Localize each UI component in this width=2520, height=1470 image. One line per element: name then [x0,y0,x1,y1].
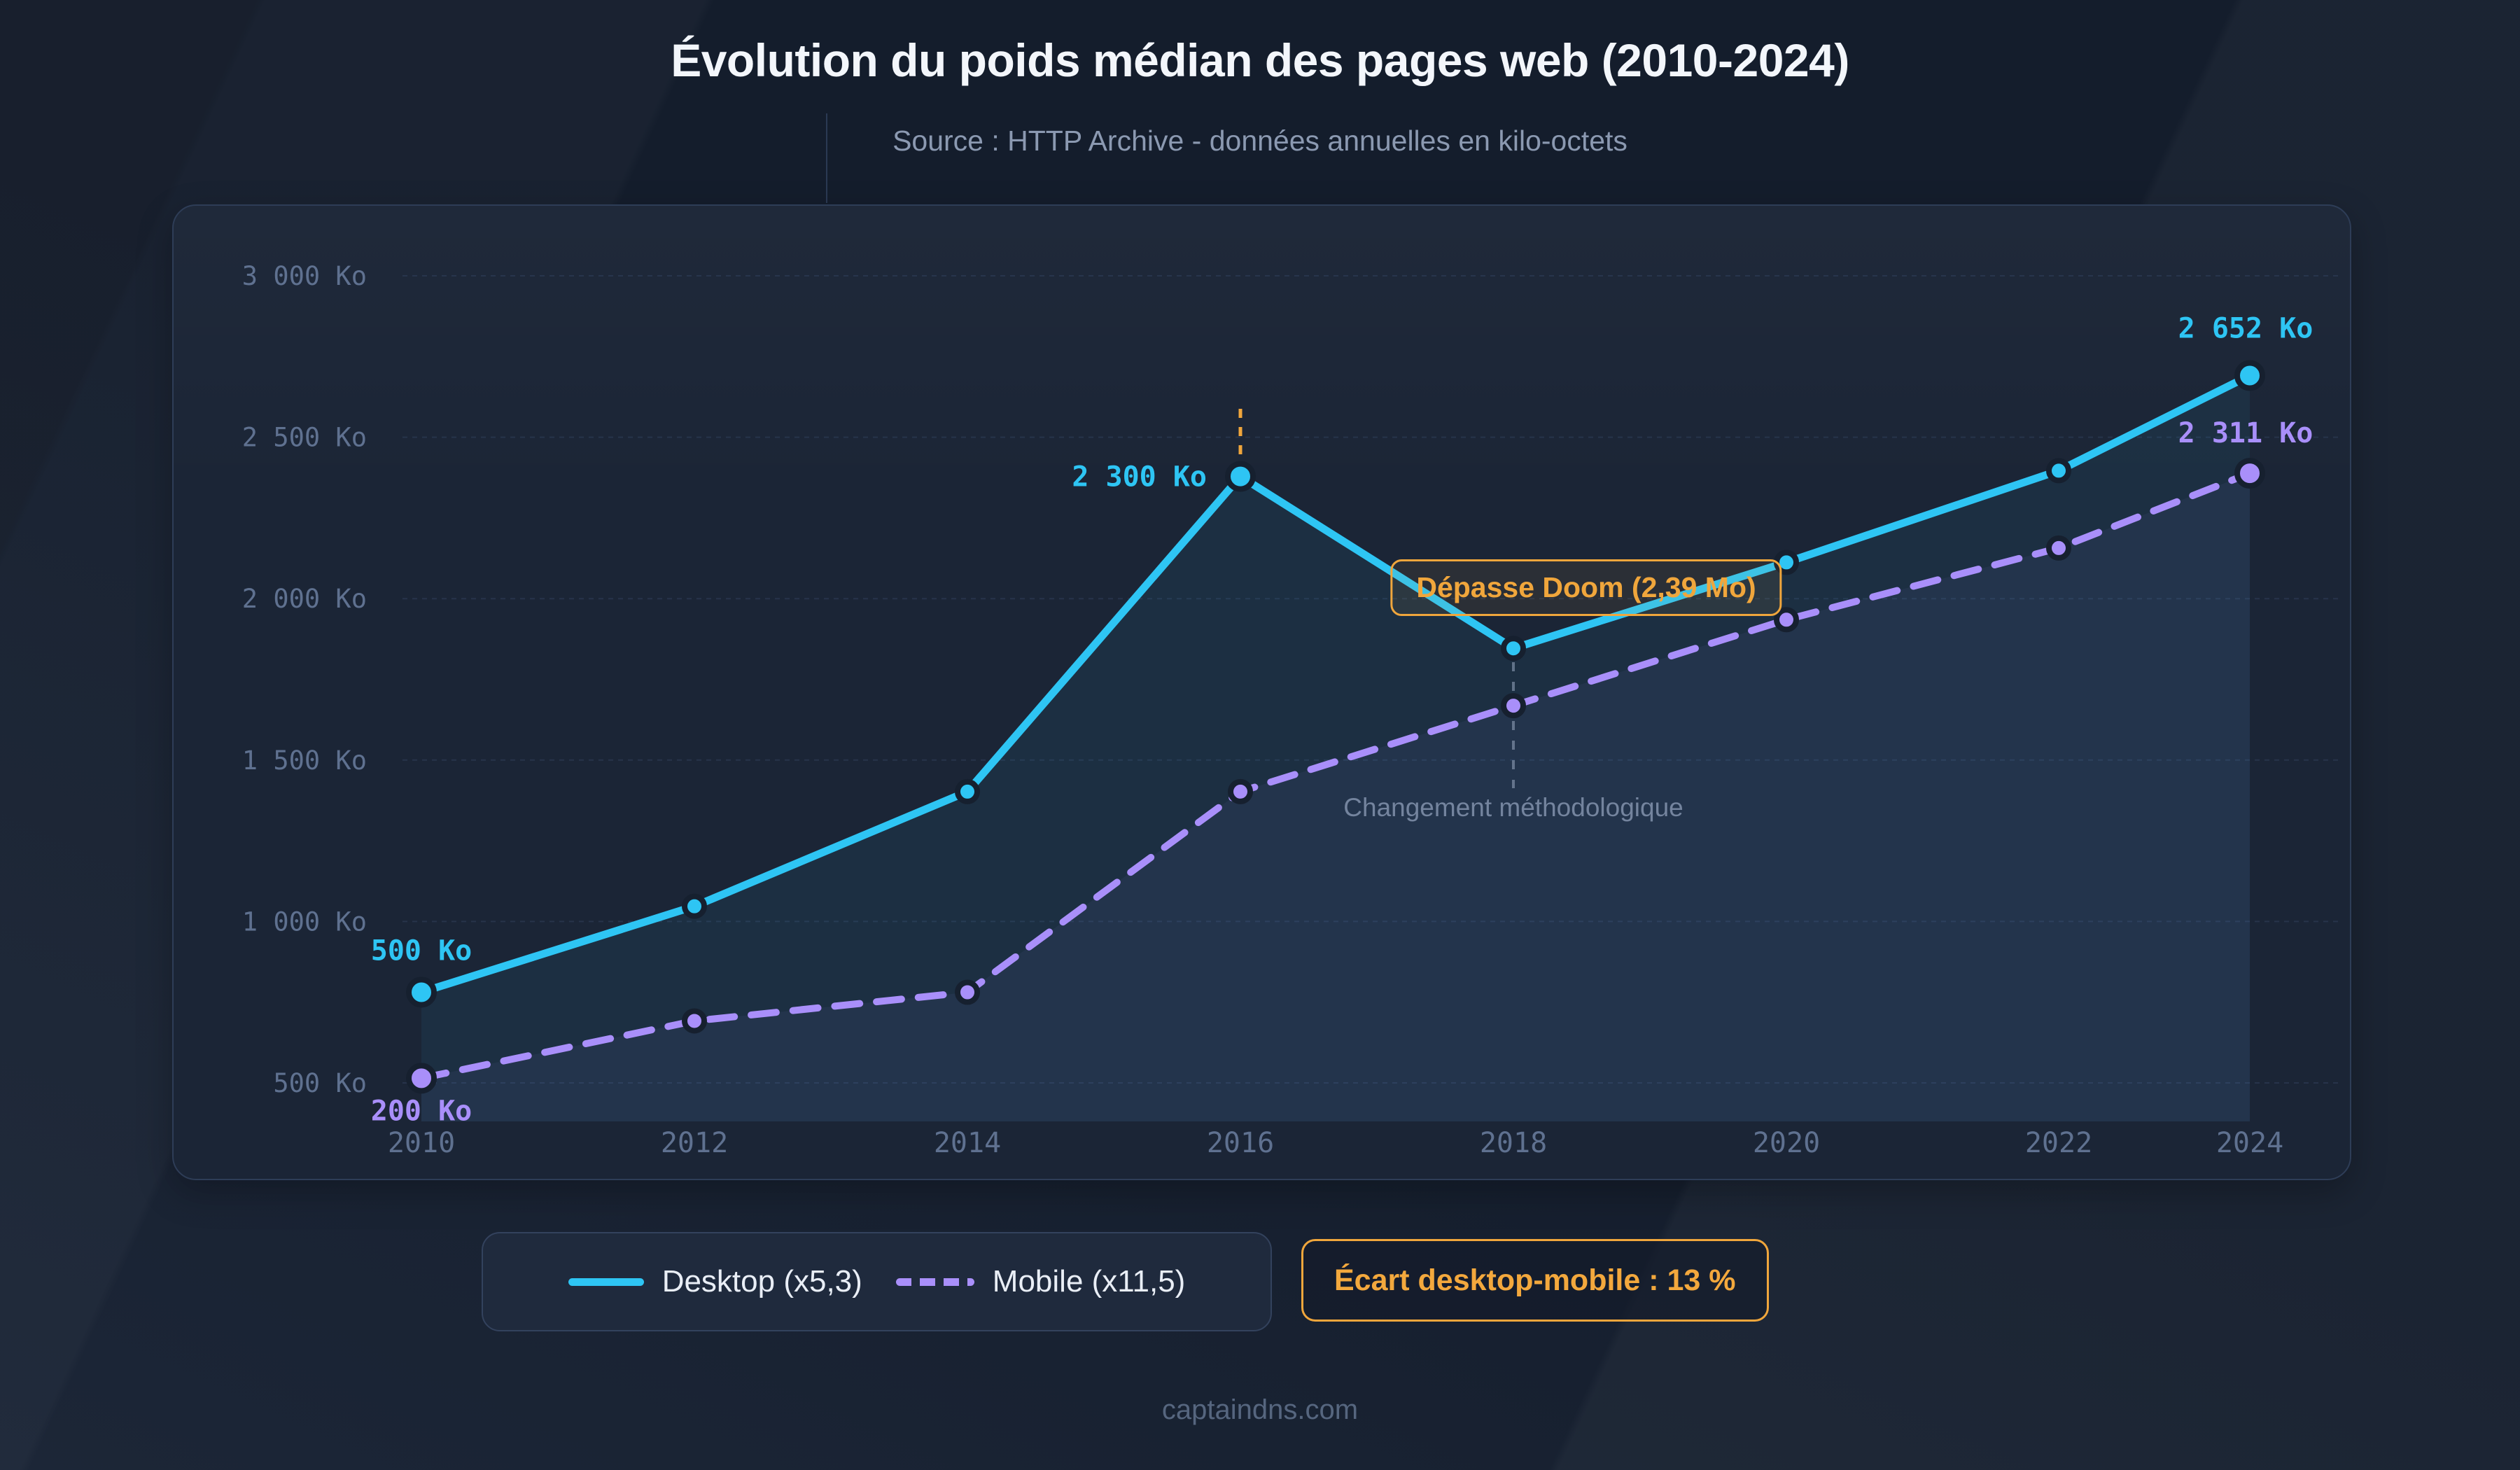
desktop-line-swatch [568,1278,644,1286]
line-chart: 3 000 Ko 2 500 Ko 2 000 Ko 1 500 Ko 1 000 Ko… [242,261,2339,1159]
desktop-point-2022 [2046,458,2071,484]
mobile-point-2010 [406,1063,437,1094]
desktop-value-label-2024: 2 652 Ko [2178,312,2314,344]
x-axis-tick: 2022 [2025,1127,2092,1159]
page-title: Évolution du poids médian des pages web … [671,34,1849,86]
legend-item-mobile: Mobile (x11,5) [895,1264,1186,1299]
y-axis-tick: 500 Ko [273,1068,367,1098]
desktop-point-2016 [1225,461,1256,492]
mobile-value-label-2024: 2 311 Ko [2178,417,2314,449]
methodology-annotation: Changement méthodologique [1343,793,1683,822]
mobile-point-2014 [955,979,980,1005]
desktop-point-2024 [2234,360,2265,391]
mobile-point-2016 [1228,778,1253,804]
mobile-line [418,470,2253,1082]
mobile-line-swatch [895,1278,974,1286]
mobile-area-fill [421,473,2250,1121]
x-axis-tick: 2010 [388,1127,455,1159]
legend-label-desktop: Desktop (x5,3) [662,1264,862,1298]
gridlines: 3 000 Ko 2 500 Ko 2 000 Ko 1 500 Ko 1 000 Ko… [242,261,2339,1098]
y-axis-tick: 1 000 Ko [242,906,367,937]
mobile-point-2020 [1774,607,1799,633]
x-axis-tick: 2018 [1480,1127,1547,1159]
desktop-point-2014 [955,778,980,804]
desktop-value-label-2016: 2 300 Ko [1072,461,1207,493]
desktop-point-2018 [1501,636,1526,662]
desktop-point-2010 [406,976,437,1008]
legend-row: Desktop (x5,3) Mobile (x11,5) Écart desk… [0,1226,2520,1331]
mobile-point-2018 [1501,693,1526,719]
x-axis-tick: 2012 [661,1127,728,1159]
legend-label-mobile: Mobile (x11,5) [992,1264,1186,1298]
page-subtitle: Source : HTTP Archive - données annuelle… [892,125,1628,157]
mobile-point-2012 [682,1008,707,1034]
footer-watermark: captaindns.com [1161,1394,1359,1425]
desktop-line [417,371,2254,996]
mobile-point-2024 [2234,458,2265,489]
x-axis-tick: 2014 [934,1127,1001,1159]
desktop-point-2012 [682,893,707,919]
y-axis-tick: 2 500 Ko [242,423,367,453]
x-axis-tick: 2020 [1753,1127,1820,1159]
x-axis-tick: 2016 [1207,1127,1274,1159]
gap-badge: Écart desktop-mobile : 13 % [1301,1239,1769,1322]
y-axis-tick: 2 000 Ko [242,584,367,614]
legend: Desktop (x5,3) Mobile (x11,5) [482,1232,1272,1331]
chart-card: 3 000 Ko 2 500 Ko 2 000 Ko 1 500 Ko 1 000 Ko… [172,204,2351,1180]
mobile-value-label-2010: 200 Ko [371,1095,472,1127]
desktop-value-label-2010: 500 Ko [371,935,472,967]
x-axis: 2010 2012 2014 2016 2018 2020 2022 2024 [388,1127,2283,1159]
legend-item-desktop: Desktop (x5,3) [568,1264,862,1299]
x-axis-tick: 2024 [2216,1127,2283,1159]
subtitle-divider [826,113,827,203]
doom-annotation: Dépasse Doom (2,39 Mo) [1390,559,1782,616]
y-axis-tick: 3 000 Ko [242,261,367,291]
y-axis-tick: 1 500 Ko [242,746,367,776]
mobile-point-2022 [2046,535,2071,561]
